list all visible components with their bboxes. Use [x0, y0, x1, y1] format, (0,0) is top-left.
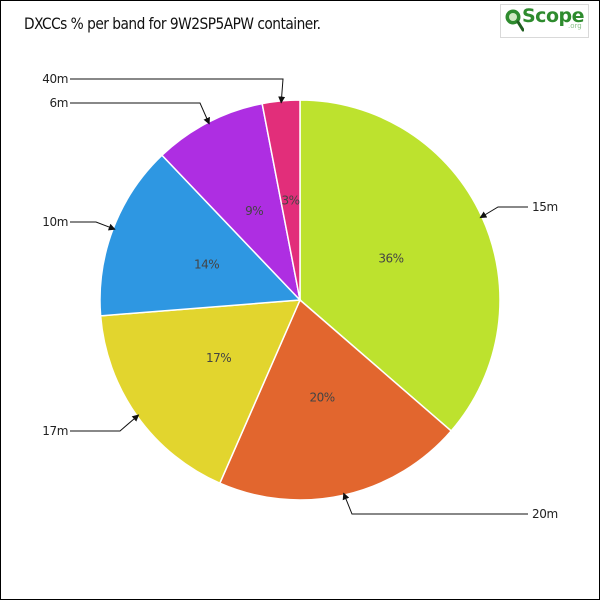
band-label-10m: 10m	[42, 215, 68, 229]
percent-label-6m: 9%	[245, 204, 263, 218]
band-label-6m: 6m	[49, 96, 68, 110]
band-label-17m: 17m	[42, 424, 68, 438]
percent-labels: 36% 20% 17% 14% 9% 3%	[194, 193, 404, 404]
band-label-15m: 15m	[532, 200, 558, 214]
band-label-40m: 40m	[42, 72, 68, 86]
leader-line-20m	[342, 492, 528, 515]
pie-slices	[99, 99, 501, 501]
leader-line-15m	[479, 206, 528, 219]
band-labels: 15m 20m 17m 10m 6m 40m	[42, 72, 558, 521]
leader-line-40m	[70, 78, 286, 104]
qscope-logo[interactable]: Scope .org	[500, 4, 589, 38]
logo-suffix: .org	[568, 22, 582, 30]
percent-label-15m: 36%	[378, 251, 403, 265]
leader-lines	[70, 78, 528, 515]
leader-line-6m	[70, 102, 210, 125]
chart-title: DXCCs % per band for 9W2SP5APW container…	[24, 14, 321, 33]
percent-label-10m: 14%	[194, 257, 219, 271]
percent-label-20m: 20%	[309, 391, 334, 405]
magnifier-icon	[505, 9, 524, 32]
percent-label-40m: 3%	[281, 193, 299, 207]
percent-label-17m: 17%	[206, 351, 231, 365]
leader-line-17m	[70, 414, 140, 432]
leader-line-10m	[70, 221, 116, 231]
logo-text: Scope	[522, 5, 585, 27]
band-label-20m: 20m	[532, 507, 558, 521]
